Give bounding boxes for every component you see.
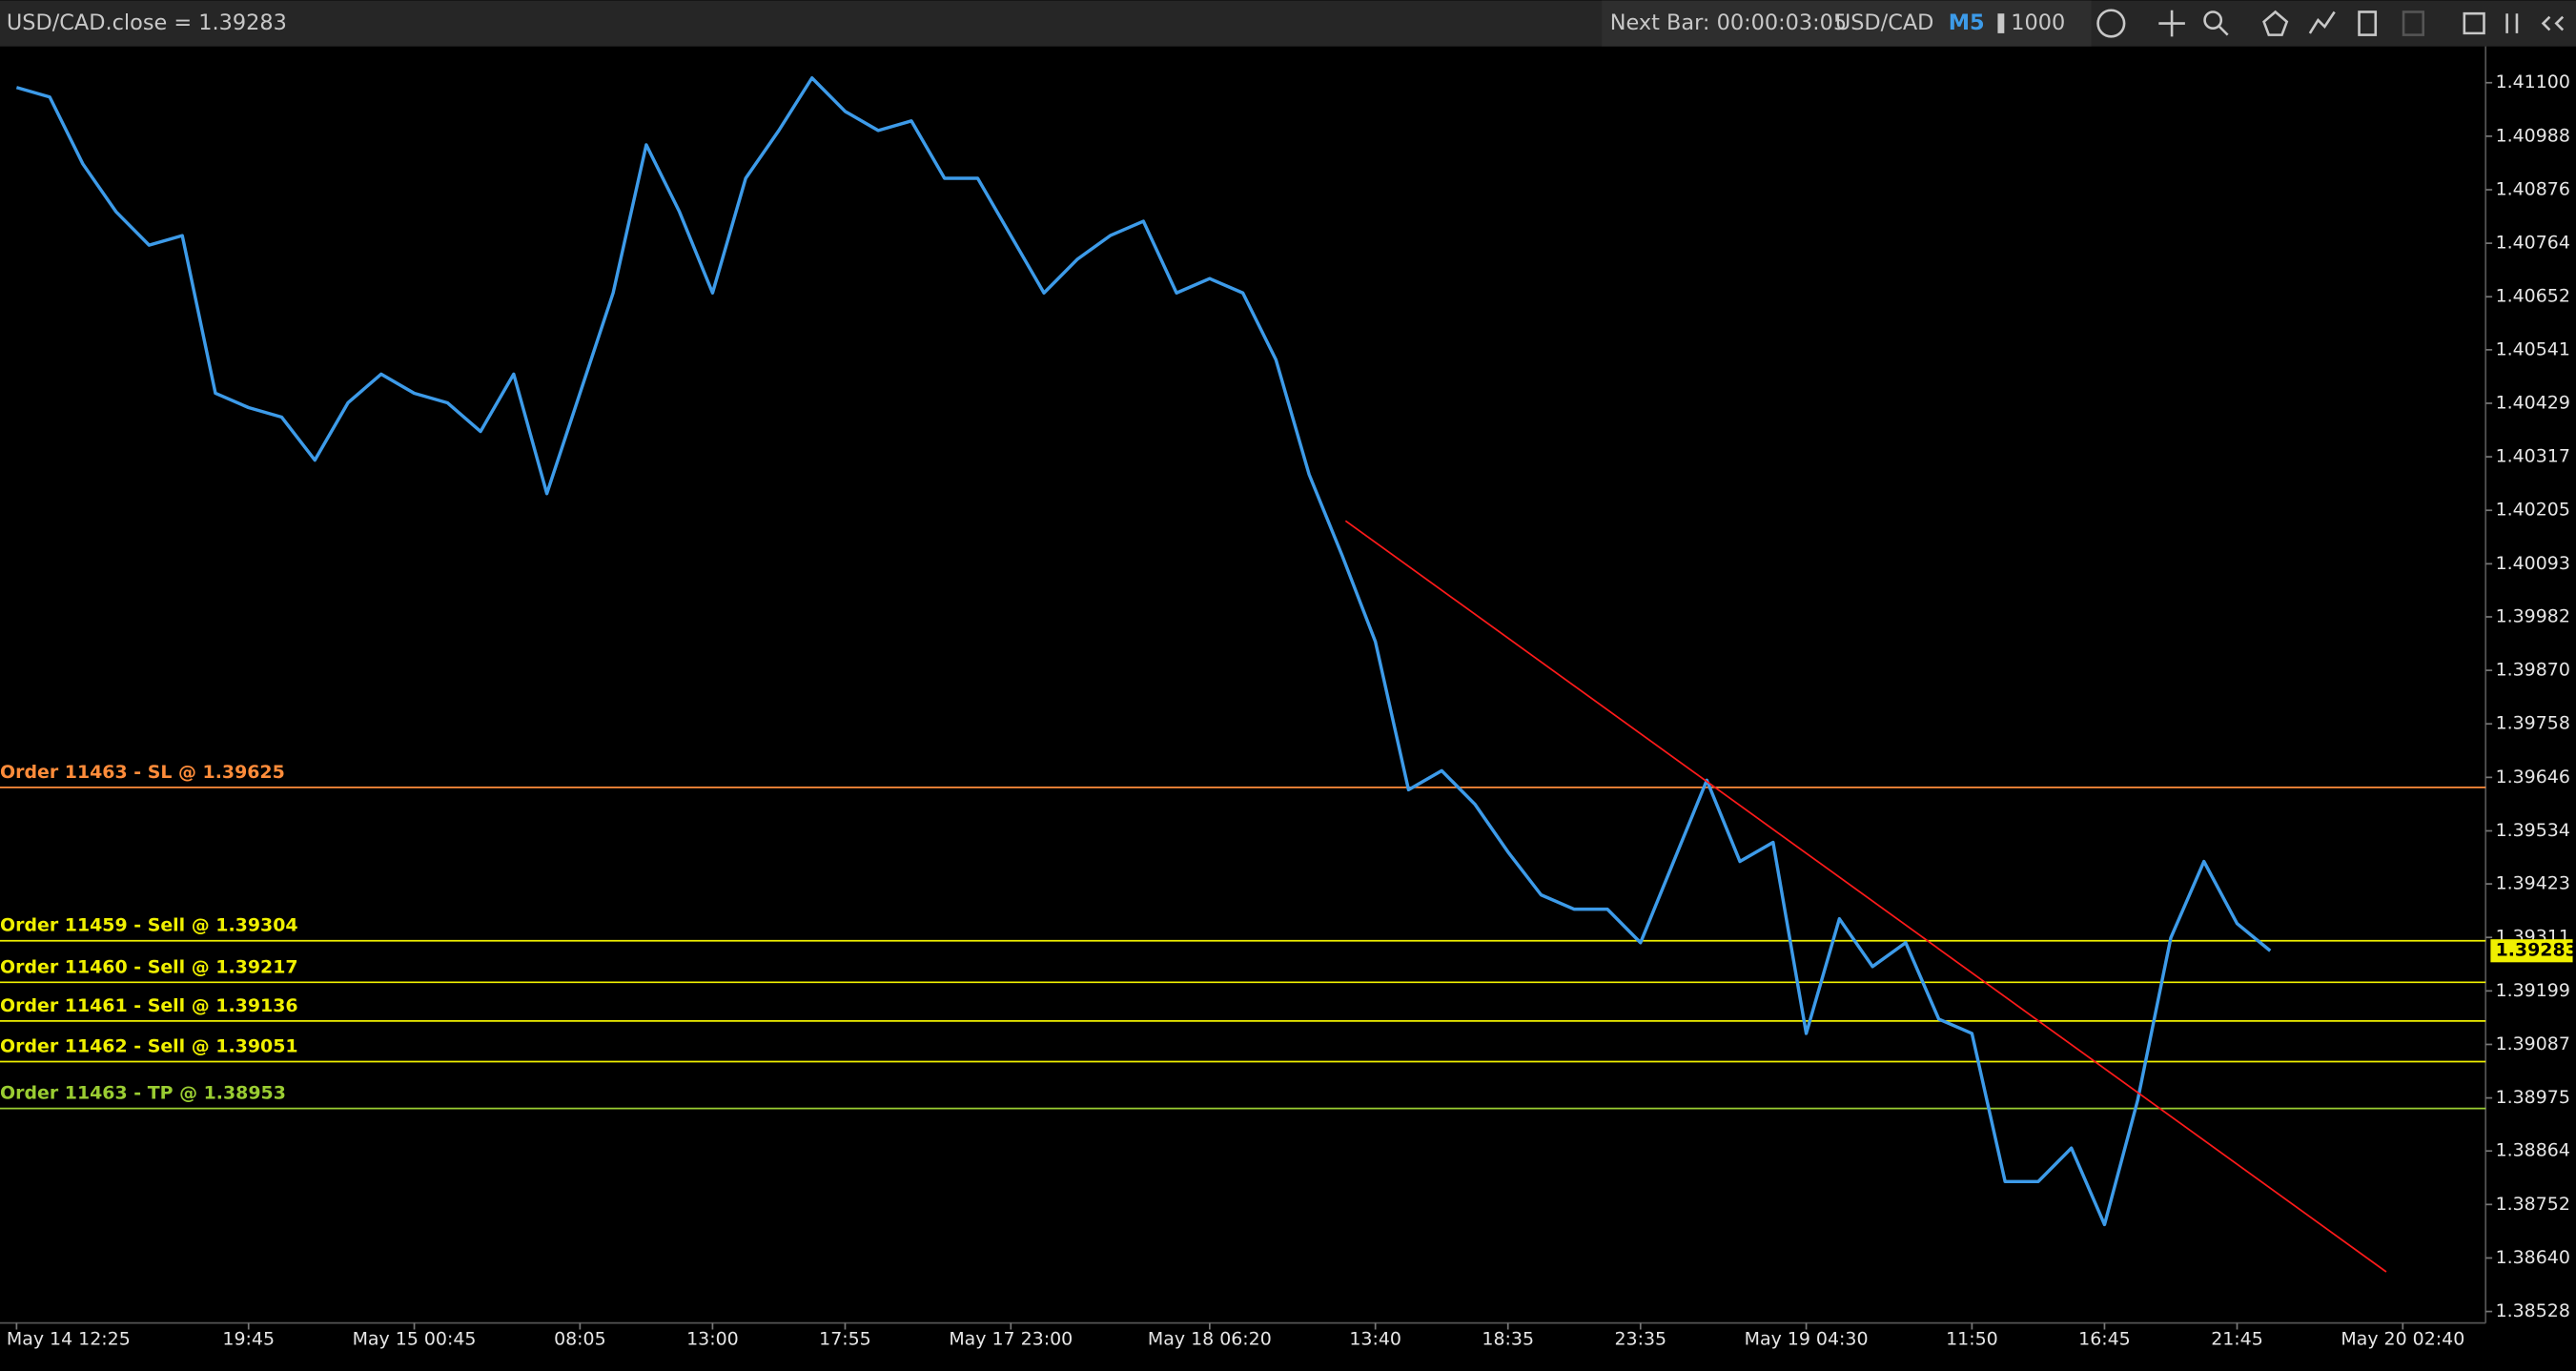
y-tick-label: 1.39982: [2496, 605, 2570, 626]
x-tick-label: 21:45: [2211, 1328, 2263, 1349]
y-tick-label: 1.39199: [2496, 980, 2570, 1001]
bars-icon: [1997, 13, 2005, 33]
y-tick-label: 1.38752: [2496, 1194, 2570, 1215]
x-tick-label: May 15 00:45: [353, 1328, 477, 1349]
y-tick-label: 1.40093: [2496, 553, 2570, 574]
x-tick-label: May 20 02:40: [2341, 1328, 2464, 1349]
crosshair-icon[interactable]: [2158, 10, 2185, 37]
y-tick-label: 1.40652: [2496, 286, 2570, 307]
order-label: Order 11463 - TP @ 1.38953: [0, 1083, 286, 1104]
y-tick-label: 1.39534: [2496, 820, 2570, 841]
x-tick-label: May 18 06:20: [1148, 1328, 1272, 1349]
toolbar-info: [1602, 0, 2092, 47]
y-tick-label: 1.40876: [2496, 178, 2570, 199]
toolbar-icons: [2096, 9, 2565, 38]
y-tick-label: 1.40988: [2496, 125, 2570, 146]
x-tick-label: May 14 12:25: [7, 1328, 131, 1349]
x-tick-label: 16:45: [2078, 1328, 2131, 1349]
x-tick-label: May 19 04:30: [1745, 1328, 1869, 1349]
indicator-icon[interactable]: [2505, 13, 2519, 33]
price-line: [15, 76, 2272, 1227]
x-tick-label: 13:40: [1349, 1328, 1401, 1349]
y-tick-label: 1.40764: [2496, 233, 2570, 254]
zoom-handle: [2218, 26, 2229, 36]
next-bar: Next Bar: 00:00:03:05: [1610, 10, 1847, 35]
shape-icon[interactable]: [2262, 10, 2289, 36]
order-label: Order 11459 - Sell @ 1.39304: [0, 915, 298, 936]
y-tick-label: 1.41100: [2496, 72, 2570, 92]
symbol[interactable]: USD/CAD: [1835, 10, 1934, 35]
zoom-icon[interactable]: [2203, 10, 2223, 31]
x-tick-label: 11:50: [1946, 1328, 1998, 1349]
order-label: Order 11462 - Sell @ 1.39051: [0, 1035, 298, 1056]
y-tick-label: 1.38864: [2496, 1140, 2570, 1161]
current-price-box: [2490, 939, 2573, 963]
y-tick-label: 1.39087: [2496, 1033, 2570, 1054]
x-tick-label: 19:45: [222, 1328, 275, 1349]
disabled-icon: [2402, 10, 2425, 36]
y-tick-label: 1.39646: [2496, 767, 2570, 788]
order-label: Order 11463 - SL @ 1.39625: [0, 762, 285, 783]
y-tick-label: 1.38975: [2496, 1087, 2570, 1108]
chart-title: USD/CAD.close = 1.39283: [7, 10, 287, 35]
y-tick-label: 1.38640: [2496, 1247, 2570, 1268]
toolbar: [0, 0, 2576, 47]
bar-count[interactable]: 1000: [2011, 10, 2065, 35]
x-tick-label: 18:35: [1482, 1328, 1534, 1349]
settings-icon[interactable]: [2463, 11, 2485, 35]
y-tick-label: 1.38528: [2496, 1300, 2570, 1321]
x-tick-label: 23:35: [1614, 1328, 1666, 1349]
line-icon[interactable]: [2308, 10, 2336, 34]
x-tick-label: May 17 23:00: [949, 1328, 1073, 1349]
timeframe[interactable]: M5: [1949, 10, 1985, 35]
x-tick-label: 13:00: [686, 1328, 739, 1349]
y-tick-label: 1.40429: [2496, 392, 2570, 413]
sync-icon[interactable]: [2096, 9, 2126, 38]
current-price-label: 1.39283: [2496, 940, 2576, 961]
y-tick-label: 1.39758: [2496, 713, 2570, 734]
order-label: Order 11460 - Sell @ 1.39217: [0, 956, 298, 977]
trendline: [1344, 520, 2387, 1273]
y-tick-label: 1.39870: [2496, 660, 2570, 681]
x-tick-label: 17:55: [819, 1328, 871, 1349]
y-tick-label: 1.39423: [2496, 873, 2570, 894]
y-tick-label: 1.40541: [2496, 338, 2570, 359]
order-label: Order 11461 - Sell @ 1.39136: [0, 995, 298, 1016]
y-tick-label: 1.40317: [2496, 446, 2570, 467]
collapse-icon[interactable]: [2541, 15, 2565, 31]
x-tick-label: 08:05: [554, 1328, 606, 1349]
y-tick-label: 1.40205: [2496, 500, 2570, 521]
template-icon[interactable]: [2358, 10, 2378, 36]
